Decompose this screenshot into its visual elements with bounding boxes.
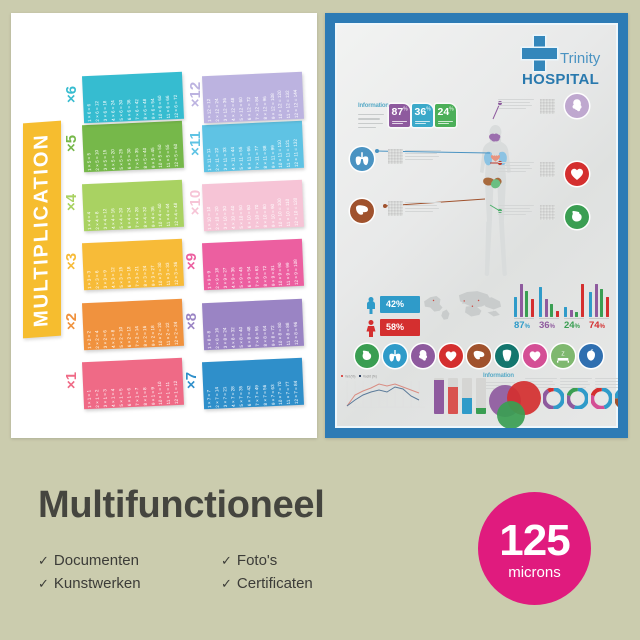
- svg-text:Vocht (%): Vocht (%): [363, 375, 377, 379]
- svg-text:Vet (%): Vet (%): [345, 375, 355, 379]
- svg-text:Z: Z: [561, 351, 565, 357]
